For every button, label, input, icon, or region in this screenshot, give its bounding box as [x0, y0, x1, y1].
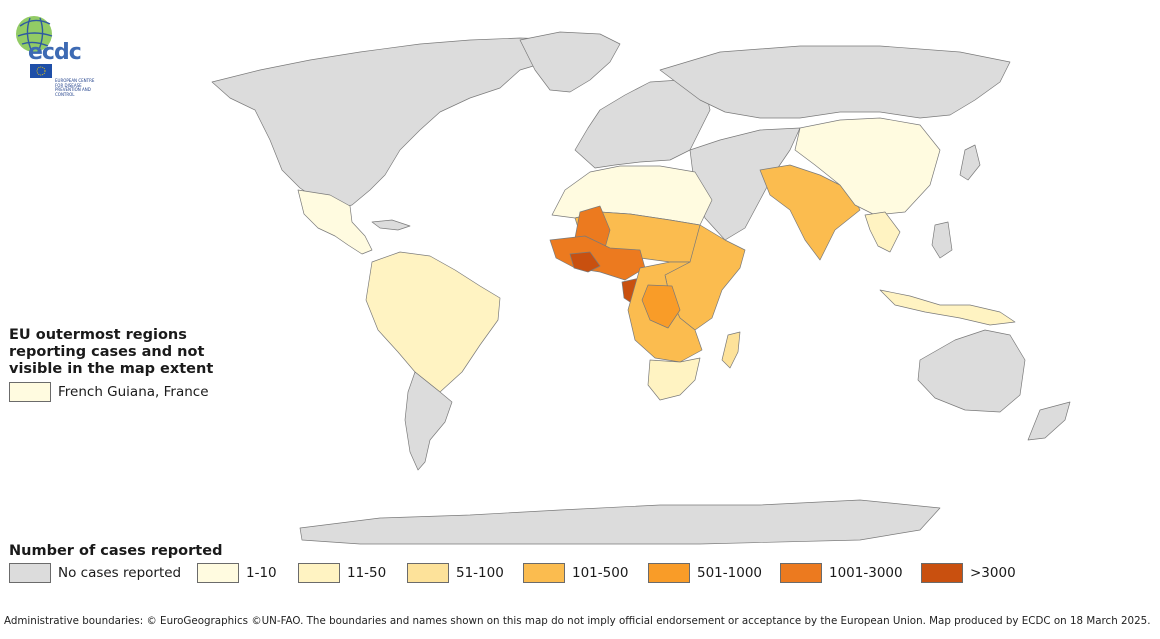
legend-title: Number of cases reported — [9, 543, 223, 559]
logo-wordmark: ecdc — [28, 40, 82, 65]
legend-item: 1001-3000 — [780, 563, 903, 583]
legend-item: >3000 — [921, 563, 1016, 583]
legend-item: 1-10 — [197, 563, 277, 583]
russia-north-asia — [659, 45, 1011, 119]
outermost-title: EU outermost regions reporting cases and… — [9, 327, 214, 377]
west-africa-coast — [549, 235, 646, 281]
caribbean-islands — [371, 219, 411, 231]
legend-label: 1001-3000 — [829, 565, 903, 581]
north-america — [211, 37, 581, 211]
central-africa-inner — [641, 284, 681, 329]
legend-label: No cases reported — [58, 565, 182, 581]
mexico-central-america — [297, 189, 373, 255]
globe-icon — [16, 16, 53, 78]
ecdc-logo: ecdc EUROPEAN CENTRE FOR DISEASE PREVENT… — [12, 12, 94, 96]
southeast-asia — [864, 211, 901, 253]
greenland — [519, 31, 621, 93]
legend-row: No cases reported 1-10 11-50 51-100 101-… — [9, 563, 1069, 585]
legend-item: No cases reported — [9, 563, 181, 583]
australia — [917, 329, 1026, 413]
southern-africa — [647, 357, 701, 401]
south-america-south — [404, 371, 453, 471]
antarctica — [299, 499, 941, 545]
new-zealand — [1027, 401, 1071, 441]
legend-item: 101-500 — [523, 563, 628, 583]
outermost-regions-box: EU outermost regions reporting cases and… — [9, 327, 219, 402]
outermost-swatch — [9, 382, 51, 402]
nigeria-region — [569, 251, 601, 273]
legend-label: 51-100 — [456, 565, 504, 581]
footer-disclaimer: Administrative boundaries: © EuroGeograp… — [4, 615, 1151, 627]
legend-swatch — [523, 563, 565, 583]
legend-swatch — [197, 563, 239, 583]
south-asia — [759, 164, 861, 261]
indonesia — [879, 289, 1016, 326]
map-legend: Number of cases reported No cases report… — [9, 543, 1069, 585]
legend-label: 501-1000 — [697, 565, 762, 581]
legend-swatch — [648, 563, 690, 583]
outermost-label: French Guiana, France — [58, 384, 209, 400]
legend-label: 101-500 — [572, 565, 629, 581]
logo-subtitle: EUROPEAN CENTRE FOR DISEASE PREVENTION A… — [55, 78, 95, 97]
madagascar — [721, 331, 741, 369]
europe — [574, 79, 711, 169]
legend-swatch — [298, 563, 340, 583]
legend-swatch — [9, 563, 51, 583]
legend-label: 11-50 — [347, 565, 387, 581]
legend-item: 501-1000 — [648, 563, 762, 583]
legend-swatch — [780, 563, 822, 583]
legend-swatch — [407, 563, 449, 583]
legend-label: 1-10 — [246, 565, 277, 581]
philippines — [931, 221, 953, 259]
japan — [959, 144, 981, 181]
legend-item: 11-50 — [298, 563, 386, 583]
south-america-north — [365, 251, 501, 393]
outermost-item: French Guiana, France — [9, 382, 219, 402]
legend-swatch — [921, 563, 963, 583]
china — [794, 117, 941, 216]
legend-item: 51-100 — [407, 563, 504, 583]
legend-label: >3000 — [970, 565, 1016, 581]
